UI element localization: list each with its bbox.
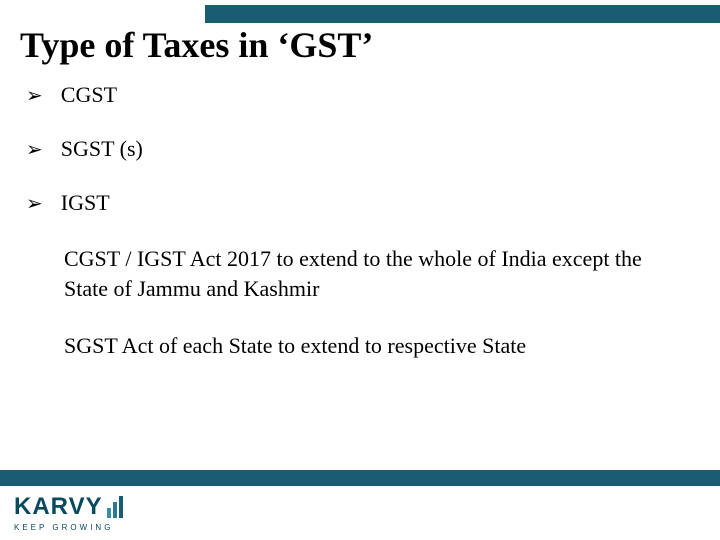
bullet-item: ➢ SGST (s) — [26, 136, 690, 162]
bullet-marker-icon: ➢ — [26, 83, 43, 108]
paragraph-text: CGST / IGST Act 2017 to extend to the wh… — [64, 244, 690, 303]
bullet-text: SGST (s) — [61, 136, 143, 162]
bullet-text: CGST — [61, 82, 117, 108]
bullet-marker-icon: ➢ — [26, 191, 43, 216]
logo-main: KARVY — [14, 493, 123, 521]
bullet-item: ➢ IGST — [26, 190, 690, 216]
logo-tagline: KEEP GROWING — [14, 523, 123, 532]
bullet-marker-icon: ➢ — [26, 137, 43, 162]
bullet-item: ➢ CGST — [26, 82, 690, 108]
content-area: ➢ CGST ➢ SGST (s) ➢ IGST CGST / IGST Act… — [26, 82, 690, 389]
page-title: Type of Taxes in ‘GST’ — [20, 24, 373, 66]
bottom-accent-bar — [0, 470, 720, 486]
logo-bars-icon — [105, 496, 123, 518]
paragraph-text: SGST Act of each State to extend to resp… — [64, 331, 690, 361]
top-accent-bar — [205, 5, 720, 23]
logo: KARVY KEEP GROWING — [14, 493, 123, 532]
logo-text: KARVY — [14, 493, 103, 521]
bullet-text: IGST — [61, 190, 110, 216]
